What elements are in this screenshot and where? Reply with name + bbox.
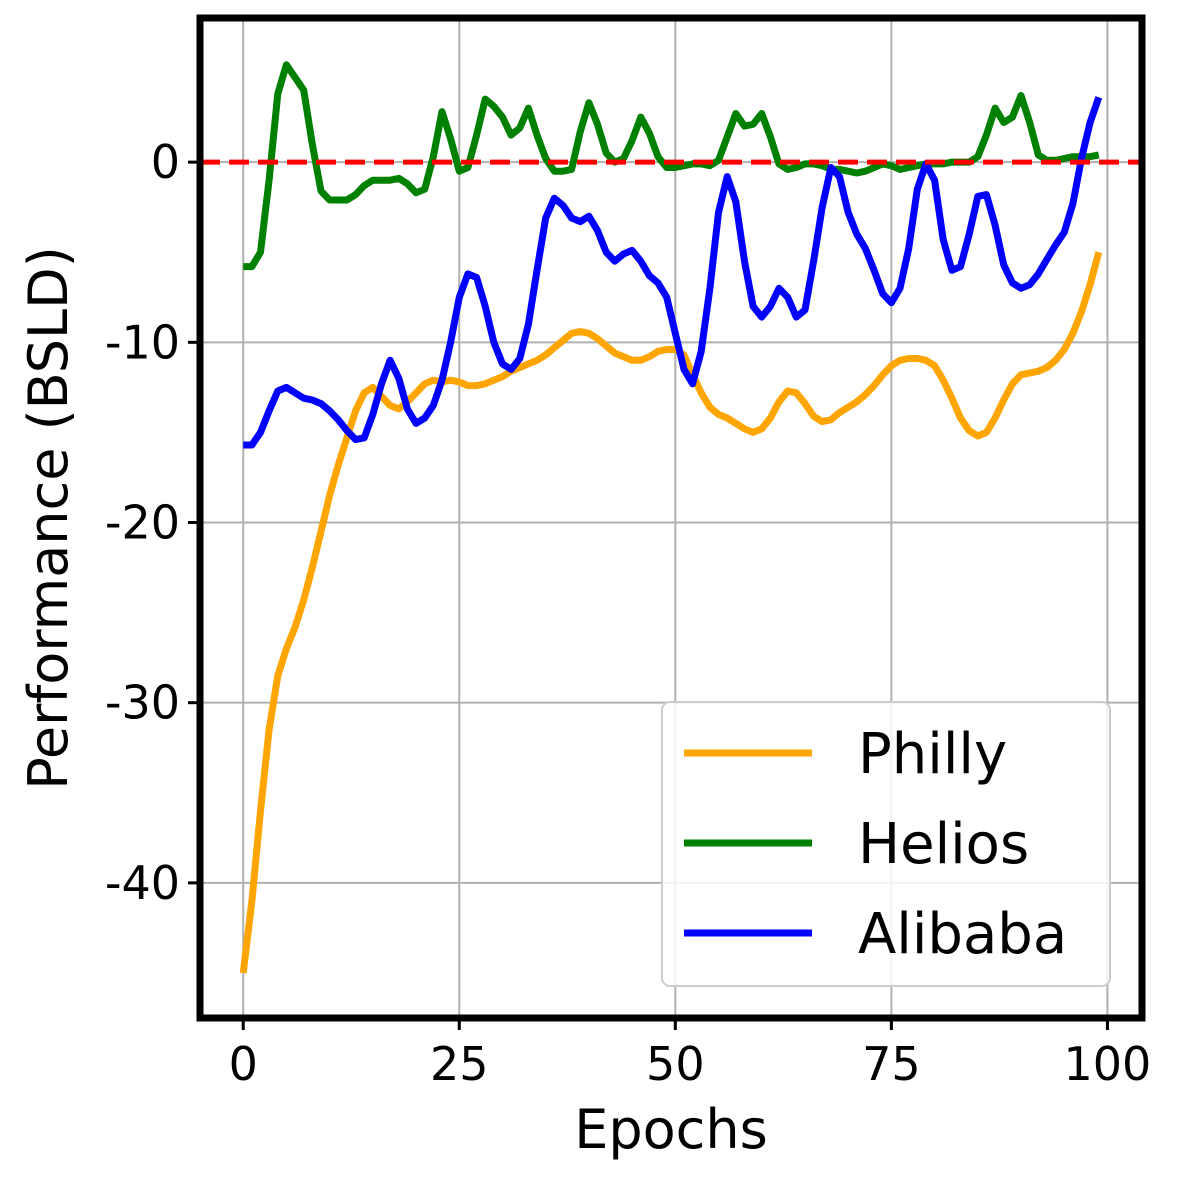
x-tick-label: 50 [646, 1037, 705, 1091]
axis-ticks: 0 25 50 75 100 0 -10 -20 -30 -40 [105, 135, 1151, 1091]
y-tick-label: -30 [105, 676, 180, 730]
series-line-alibaba [243, 96, 1103, 449]
legend-label-helios: Helios [858, 812, 1029, 877]
legend-box [661, 701, 1111, 987]
series-line-philly [239, 251, 1103, 974]
x-axis-label: Epochs [574, 1098, 767, 1161]
legend-label-alibaba: Alibaba [858, 902, 1067, 967]
legend: Philly Helios Alibaba [661, 701, 1111, 987]
x-tick-label: 75 [862, 1037, 921, 1091]
y-tick-label: -40 [105, 856, 180, 910]
y-tick-label: -20 [105, 496, 180, 550]
x-tick-label: 0 [229, 1037, 258, 1091]
plot-frame [196, 14, 1146, 1022]
legend-label-philly: Philly [858, 722, 1007, 787]
x-tick-label: 25 [430, 1037, 489, 1091]
y-axis-label: Performance (BSLD) [17, 246, 80, 790]
y-tick-label: -10 [105, 315, 180, 369]
y-tick-label: 0 [151, 135, 180, 189]
x-tick-label: 100 [1064, 1037, 1152, 1091]
